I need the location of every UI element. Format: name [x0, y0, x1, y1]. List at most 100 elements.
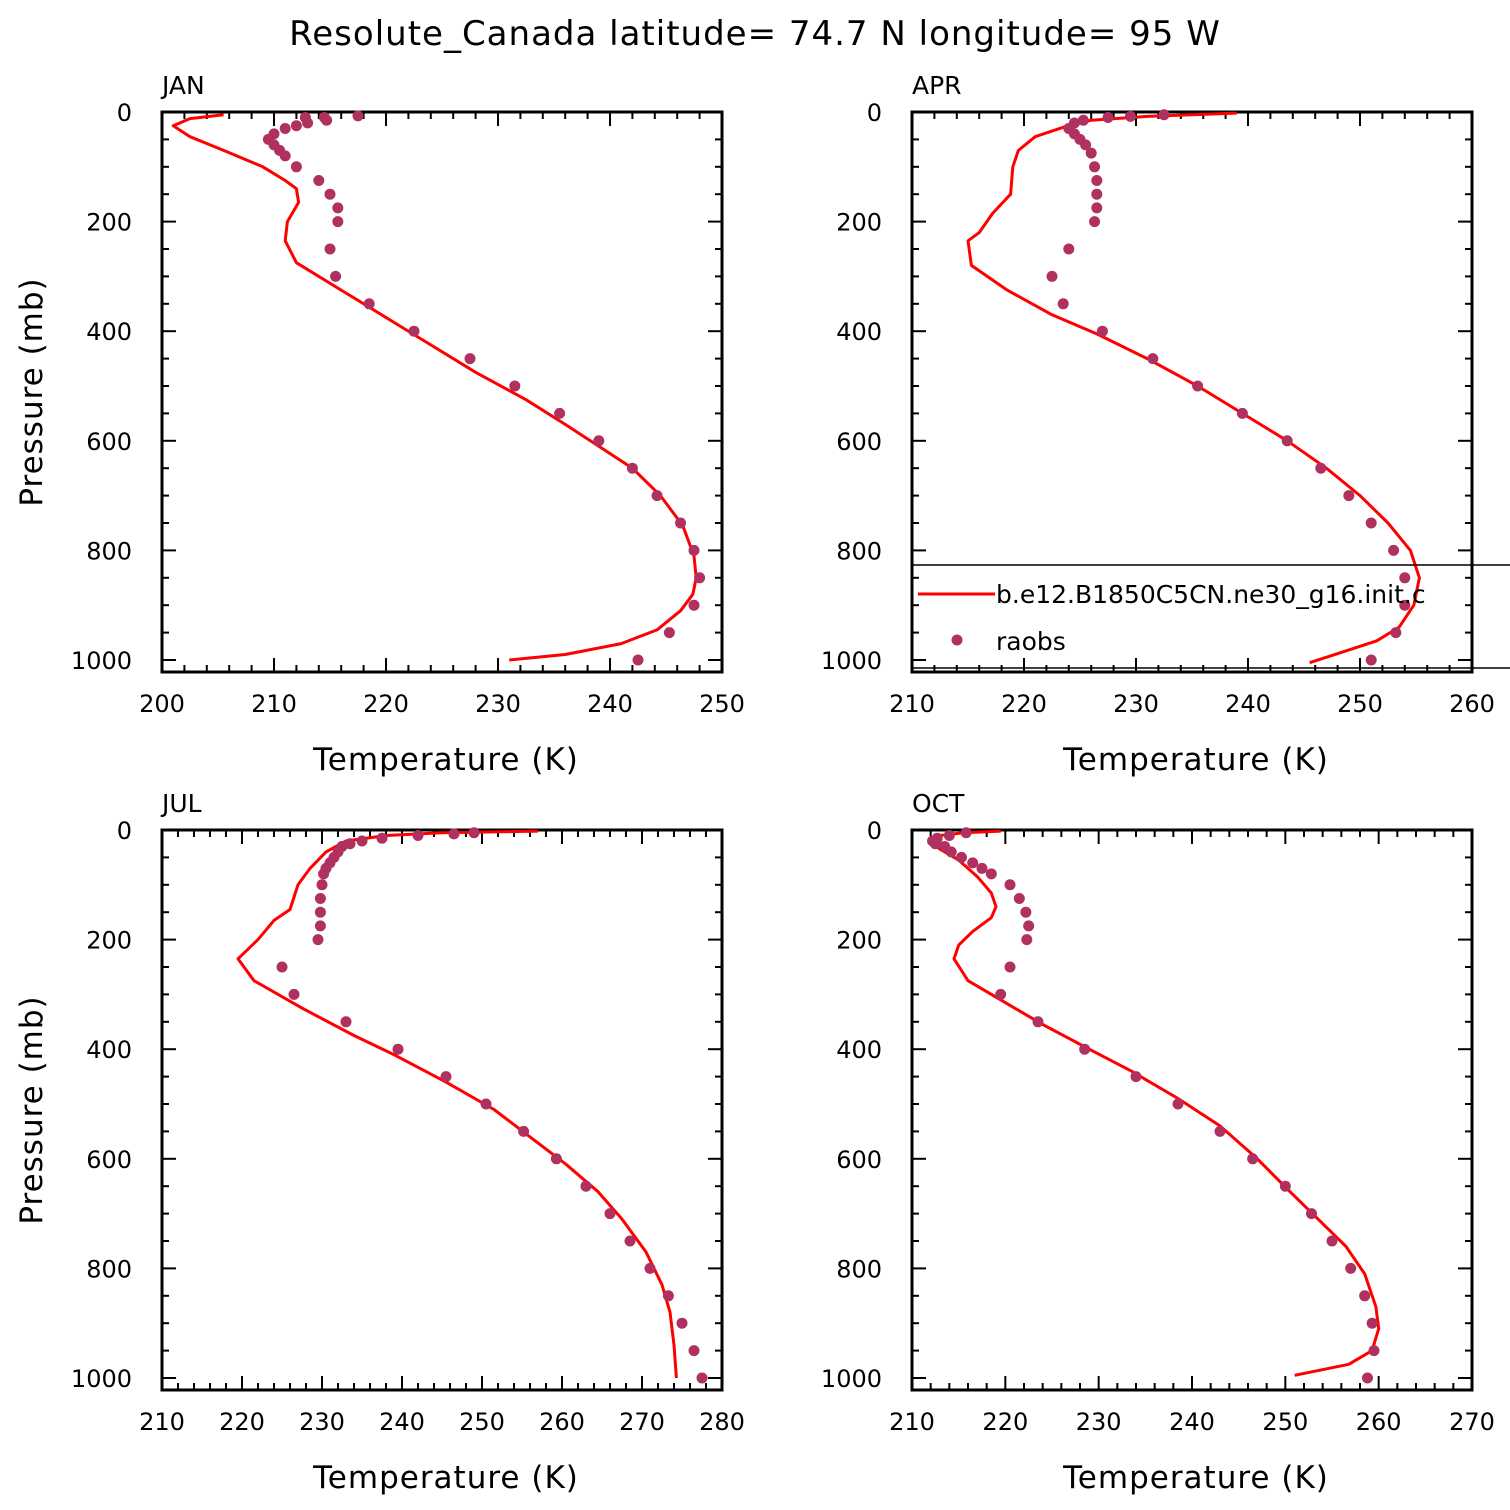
panel-jan-ytick-label: 800	[86, 537, 132, 565]
panel-jan-xtick-label: 240	[587, 690, 633, 718]
panel-jul-raobs-point	[376, 832, 388, 844]
panel-apr-raobs-point	[1057, 298, 1069, 310]
panel-apr-ytick-label: 400	[836, 318, 882, 346]
panel-apr-xaxis-title: Temperature (K)	[1062, 742, 1329, 778]
panel-jul-xtick-label: 270	[619, 1408, 665, 1436]
panel-oct-raobs-point	[1361, 1372, 1373, 1384]
panel-oct-raobs-point	[1172, 1098, 1184, 1110]
panel-jul-raobs-point	[604, 1208, 616, 1220]
panel-jul-ytick-label: 600	[86, 1146, 132, 1174]
panel-jan-xtick-label: 230	[475, 690, 521, 718]
panel-apr-raobs-point	[1388, 544, 1400, 556]
panel-oct-raobs-point	[976, 862, 988, 874]
panel-apr-raobs-point	[1091, 188, 1103, 200]
panel-oct-raobs-point	[1214, 1125, 1226, 1137]
panel-oct-raobs-point	[985, 868, 997, 880]
panel-apr-raobs-point	[1315, 462, 1327, 474]
panel-jan-yaxis-title: Pressure (mb)	[14, 277, 50, 506]
panel-jan-raobs-point	[651, 490, 663, 502]
panel-jul-raobs-point	[356, 835, 368, 847]
panel-jul-raobs-point	[676, 1317, 688, 1329]
panel-apr: APR 210 220 230 240 250 260 0 200 400 600 800 1000 Te…	[821, 71, 1495, 778]
panel-oct-raobs-point	[1368, 1345, 1380, 1357]
panel-apr-raobs-point	[1096, 325, 1108, 337]
panel-jan-xtick-label: 250	[699, 690, 745, 718]
panel-jan-ytick-label: 600	[86, 428, 132, 456]
panel-jan-raobs-point	[352, 110, 364, 122]
panel-jan-raobs-point	[464, 353, 476, 365]
panel-oct-ytick-label: 0	[867, 817, 882, 845]
panel-oct-raobs-point	[1326, 1235, 1338, 1247]
panel-oct-raobs-point	[943, 829, 955, 841]
panel-oct-raobs-point	[995, 988, 1007, 1000]
panel-jul-raobs-point	[624, 1235, 636, 1247]
panel-jan-raobs-point	[509, 380, 521, 392]
panel-jan-xtick-label: 220	[363, 690, 409, 718]
panel-jul-ytick-label: 200	[86, 927, 132, 955]
panel-jul-label: JUL	[160, 789, 202, 818]
panel-apr-raobs-point	[1365, 654, 1377, 666]
panel-oct-raobs-point	[1004, 879, 1016, 891]
panel-jul-raobs-point	[412, 829, 424, 841]
panel-oct-raobs-point	[1004, 961, 1016, 973]
panel-jan-raobs-point	[632, 654, 644, 666]
panel-apr-raobs-point	[1046, 270, 1058, 282]
panel-jan-raobs-point	[279, 122, 291, 134]
panel-apr-raobs-point	[1091, 175, 1103, 186]
panel-apr-raobs-point	[1158, 109, 1170, 121]
panel-apr-xtick-label: 230	[1113, 690, 1159, 718]
panel-jul-raobs-point	[316, 879, 328, 891]
panel-jul-ytick-label: 0	[117, 817, 132, 845]
panel-jan-xtick-label: 200	[139, 690, 185, 718]
panel-jul-raobs-point	[288, 988, 300, 1000]
panel-jan-raobs-point	[663, 627, 675, 639]
panel-jan: JAN 200 210 220 230 240 250 0 200 400 600 800 1000 Te…	[14, 71, 745, 778]
panel-jul: JUL 210 220 230 240 250 260 270 280 0 200 400 600 800…	[14, 789, 745, 1496]
panel-jul-raobs-point	[340, 1016, 352, 1028]
panel-apr-xtick-label: 250	[1337, 690, 1383, 718]
panel-jul-ytick-label: 400	[86, 1036, 132, 1064]
panel-jan-ytick-label: 400	[86, 318, 132, 346]
panel-apr-raobs-point	[1236, 407, 1248, 419]
panel-jul-model-line	[236, 829, 678, 1379]
panel-jan-ytick-label: 0	[117, 99, 132, 127]
panel-jul-raobs-point	[688, 1345, 700, 1357]
panel-oct-xaxis-title: Temperature (K)	[1062, 1460, 1329, 1496]
panel-jul-frame	[160, 828, 724, 1392]
panel-oct-raobs-point	[955, 851, 967, 863]
panel-oct-ytick-label: 600	[836, 1146, 882, 1174]
panel-oct-xtick-label: 250	[1262, 1408, 1308, 1436]
panel-jul-raobs-point	[314, 893, 326, 904]
panel-jul-raobs-point	[480, 1098, 492, 1110]
panel-jul-raobs-point	[550, 1153, 562, 1165]
panel-jul-raobs-point	[392, 1043, 404, 1055]
panel-oct-raobs-point	[1130, 1071, 1142, 1083]
panel-jul-xtick-label: 210	[139, 1408, 185, 1436]
panel-jul-raobs-point	[440, 1071, 452, 1083]
panel-jan-raobs-point	[688, 599, 700, 611]
panel-apr-label: APR	[912, 71, 962, 100]
panel-jan-frame	[160, 110, 724, 674]
panel-jul-ytick-label: 1000	[71, 1365, 132, 1393]
panel-oct-raobs-point	[1020, 906, 1032, 918]
panel-jul-raobs-point	[468, 827, 480, 839]
panel-jan-raobs-point	[554, 407, 566, 419]
panel-oct-raobs-point	[1359, 1290, 1371, 1302]
panel-oct-raobs-point	[1345, 1262, 1357, 1274]
panel-jan-raobs-point	[688, 544, 700, 556]
panel-apr-raobs-point	[1091, 202, 1103, 214]
panel-jan-raobs-point	[324, 188, 336, 200]
panel-apr-xtick-label: 260	[1449, 690, 1495, 718]
panel-jan-raobs-point	[694, 572, 706, 584]
panel-apr-raobs-point	[1089, 161, 1101, 173]
panel-jan-raobs-point	[290, 120, 302, 132]
legend-raobs-swatch	[951, 634, 963, 646]
panel-jan-xaxis-title: Temperature (K)	[312, 742, 579, 778]
panel-oct-ytick-label: 400	[836, 1036, 882, 1064]
panel-jul-xtick-label: 230	[299, 1408, 345, 1436]
panel-oct-raobs-point	[1279, 1180, 1291, 1192]
panel-jan-raobs-point	[290, 161, 302, 173]
panel-apr-raobs-point	[1399, 599, 1411, 611]
panel-jan-raobs-point	[332, 216, 344, 228]
panel-apr-raobs-point	[1089, 216, 1101, 228]
